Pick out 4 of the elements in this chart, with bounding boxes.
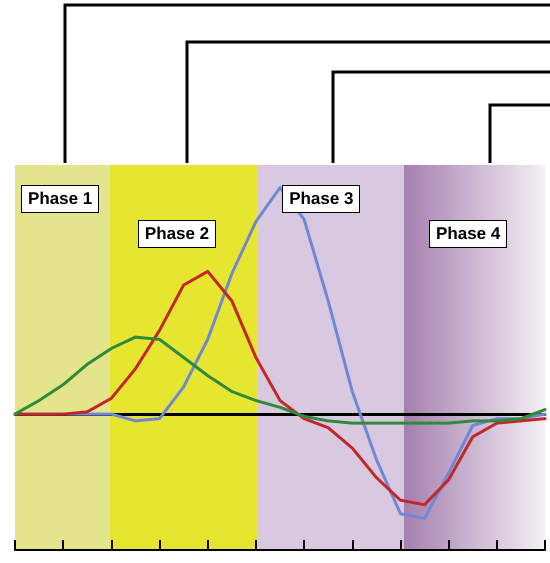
annotation: Phase 3 bbox=[282, 185, 360, 213]
annotation: Phase 1 bbox=[21, 185, 100, 213]
annotation: Phase 2 bbox=[138, 220, 216, 248]
annotation: Phase 4 bbox=[429, 220, 508, 248]
